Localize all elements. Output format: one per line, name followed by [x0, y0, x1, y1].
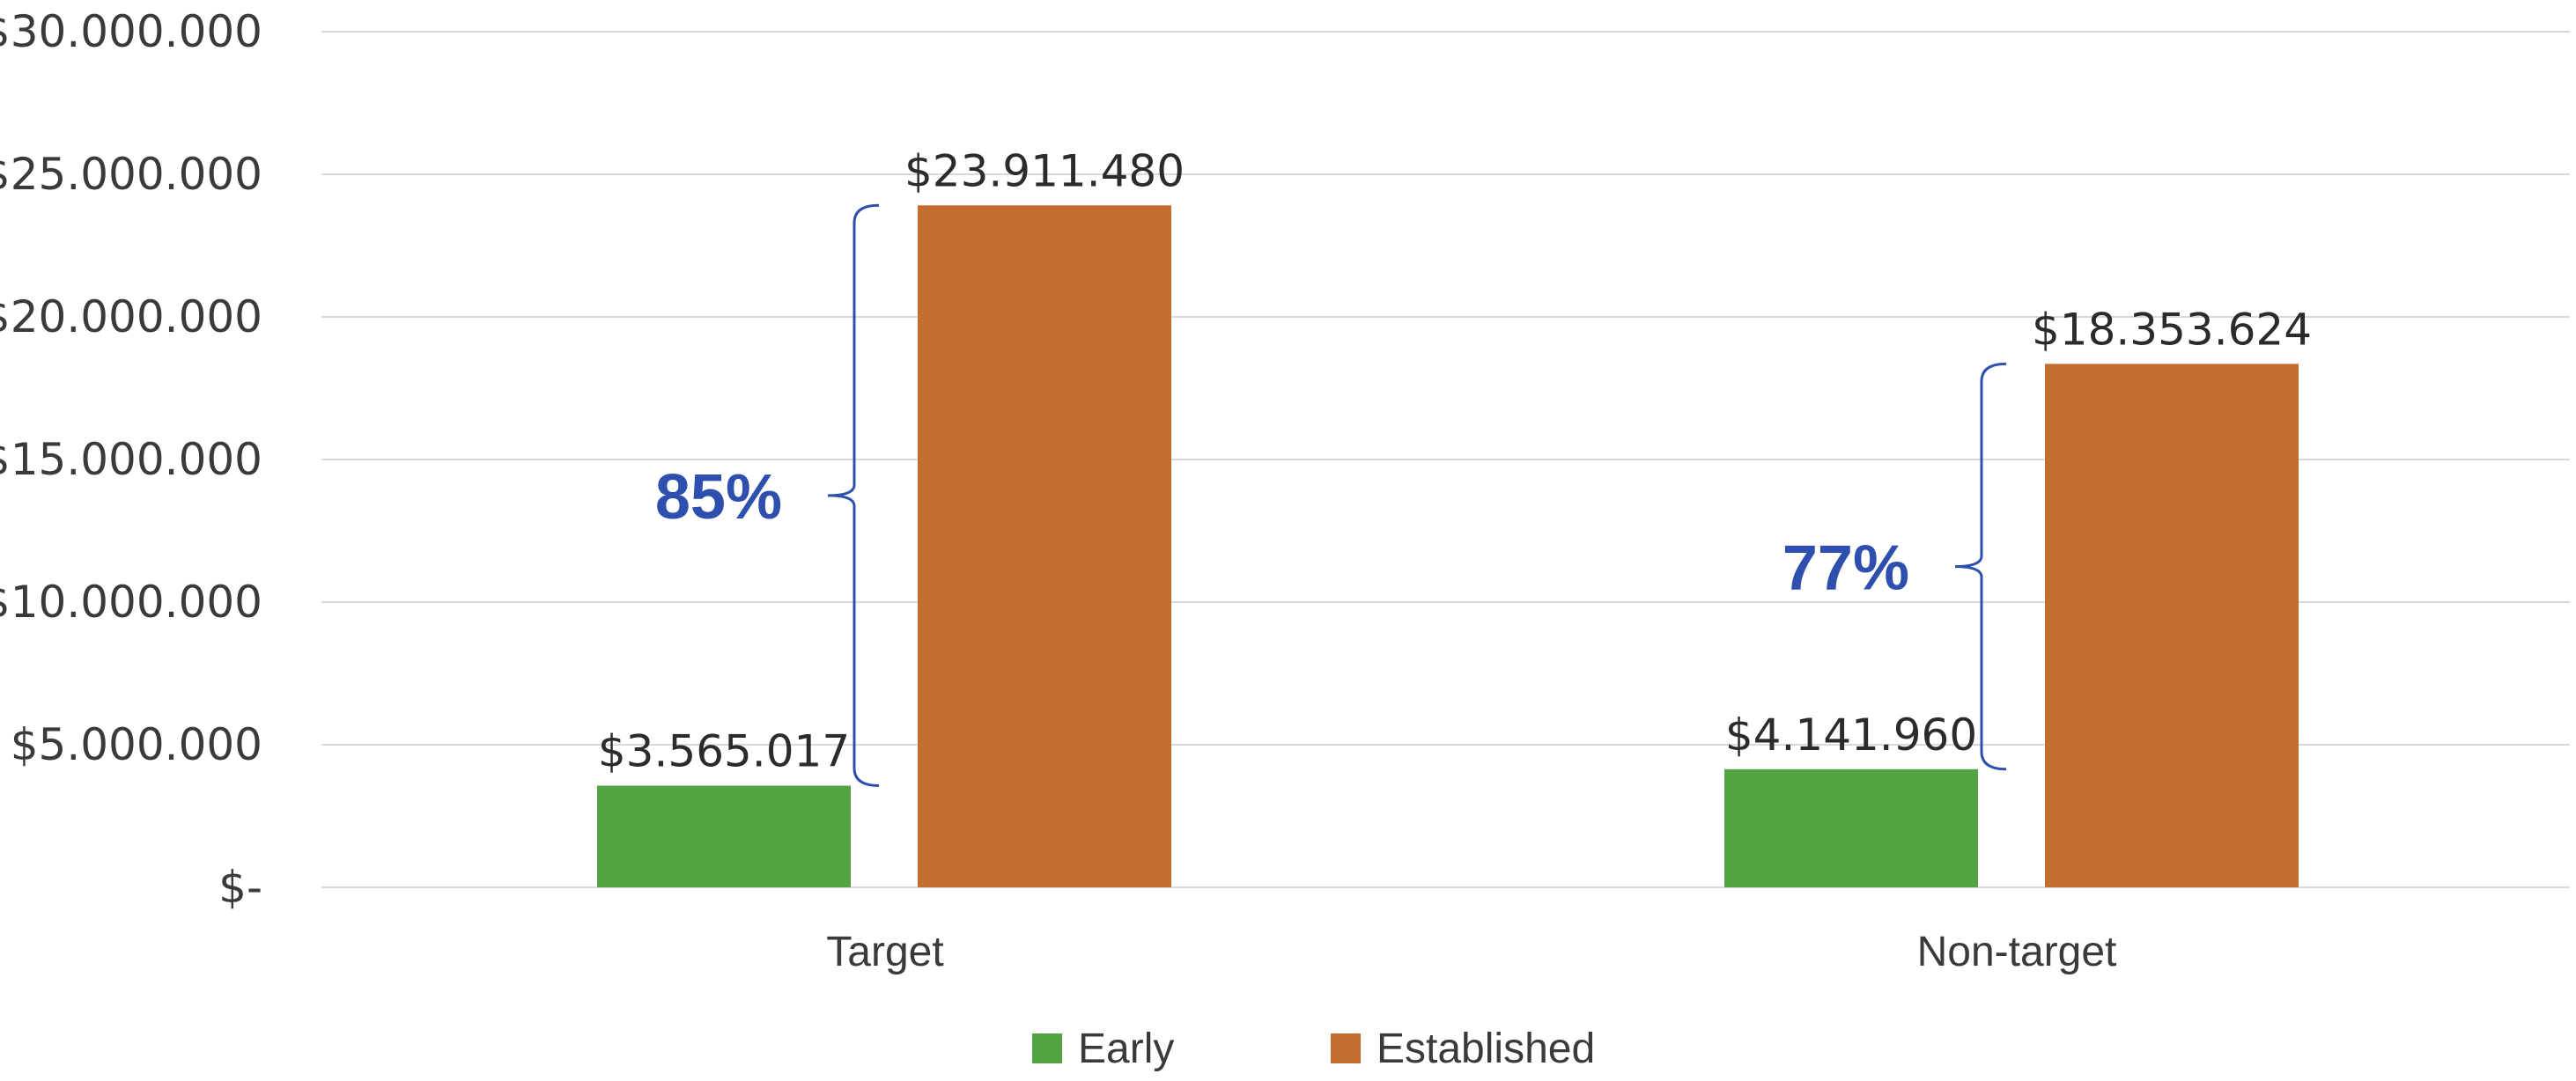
data-label-early: $4.141.960 — [1725, 710, 1977, 761]
bar-early — [1724, 768, 1978, 887]
y-tick-label: $- — [218, 862, 262, 913]
y-tick-label: $5.000.000 — [11, 719, 262, 770]
data-labels: $3.565.017 $23.911.480 $4.141.960 $18.353.6… — [598, 145, 2312, 776]
data-label-early: $3.565.017 — [598, 725, 850, 776]
percent-annotation: 85% — [655, 462, 782, 533]
legend-label-early: Early — [1078, 1026, 1174, 1072]
y-tick-label: $25.000.000 — [0, 149, 262, 200]
legend-label-established: Established — [1377, 1026, 1595, 1072]
gridlines — [321, 31, 2570, 888]
y-tick-label: $10.000.000 — [0, 577, 262, 628]
x-axis-category-label: Target — [826, 929, 943, 975]
legend-swatch-early — [1032, 1033, 1062, 1063]
bars — [597, 205, 2299, 887]
y-tick-label: $15.000.000 — [0, 434, 262, 485]
bar-established — [918, 205, 1171, 887]
y-tick-label: $30.000.000 — [0, 6, 262, 57]
y-tick-label: $20.000.000 — [0, 291, 262, 342]
data-label-established: $23.911.480 — [904, 145, 1185, 196]
difference-annotations: 85% 77% — [655, 203, 2007, 787]
data-label-established: $18.353.624 — [2032, 304, 2312, 355]
x-axis-categories: Target Non-target — [826, 929, 2116, 975]
bar-established — [2045, 364, 2299, 887]
percent-annotation: 77% — [1783, 533, 1909, 604]
y-axis-ticks: $- $5.000.000 $10.000.000 $15.000.000 $20.00… — [0, 6, 262, 913]
bracket — [1954, 362, 2007, 771]
bracket — [827, 203, 880, 787]
legend: Early Established — [1032, 1026, 1595, 1072]
bar-early — [597, 785, 851, 887]
x-axis-category-label: Non-target — [1917, 929, 2117, 975]
legend-swatch-established — [1331, 1033, 1361, 1063]
